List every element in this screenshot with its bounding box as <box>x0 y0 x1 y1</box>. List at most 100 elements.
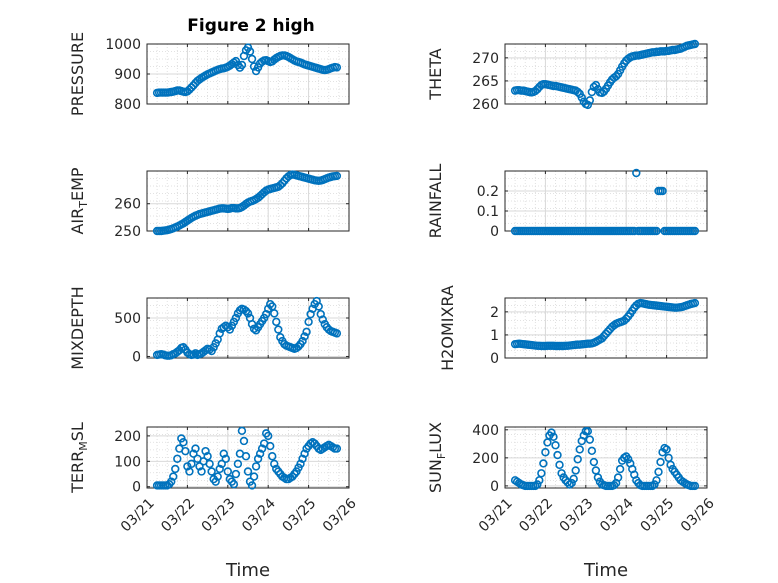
data-point <box>203 452 212 461</box>
data-point <box>257 444 267 453</box>
data-point <box>690 226 700 236</box>
data-point <box>223 467 233 476</box>
data-point <box>272 317 281 327</box>
data-point <box>615 464 625 474</box>
x-tick-label: 03/26 <box>678 495 718 535</box>
data-point <box>221 454 230 463</box>
data-point <box>332 329 342 338</box>
panel-sun_flux: 0 200 400 03/21 03/22 03/23 03/24 03/25 03/26 Tim… <box>426 422 718 581</box>
y-axis-label-subscript: T <box>77 201 90 209</box>
data-point <box>549 432 558 442</box>
data-point <box>690 39 700 49</box>
data-point <box>567 478 576 488</box>
data-point <box>241 306 251 316</box>
data-point <box>187 459 196 469</box>
data-point <box>270 309 279 318</box>
x-tick-label: 03/26 <box>320 495 360 535</box>
data-point <box>603 327 613 336</box>
data-point <box>243 467 253 476</box>
data-point <box>587 446 597 456</box>
y-axis-label-main: MIXDEPTH <box>68 286 87 369</box>
data-point <box>213 472 222 481</box>
data-point <box>197 467 206 476</box>
y-axis-label: SUNFLUX <box>426 422 448 493</box>
data-point <box>211 477 220 486</box>
y-tick-label: 800 <box>114 97 141 113</box>
data-point <box>251 462 261 471</box>
data-point <box>185 467 194 476</box>
y-axis-label-subscript: M <box>77 441 90 451</box>
y-tick-label: 200 <box>114 429 141 445</box>
x-tick-label: 03/22 <box>158 495 198 535</box>
data-point <box>270 459 279 469</box>
data-point <box>666 460 675 470</box>
y-tick-label: 0 <box>490 224 499 240</box>
data-point <box>314 302 323 311</box>
data-point <box>215 329 224 338</box>
data-point <box>266 299 275 309</box>
y-axis-label-main: PRESSURE <box>68 32 87 116</box>
panel-mixdepth: 0 500 MIXDEPTH <box>68 286 350 370</box>
data-point <box>181 446 190 456</box>
data-point <box>573 87 582 97</box>
axes-frame <box>146 426 350 489</box>
y-tick-label: 260 <box>472 97 499 113</box>
data-point <box>189 449 198 458</box>
y-axis-label-main: RAINFALL <box>426 164 445 239</box>
data-point <box>613 473 623 482</box>
data-point <box>237 426 247 436</box>
data-point <box>191 444 200 453</box>
data-point <box>173 454 182 463</box>
y-tick-label: 0.2 <box>477 184 499 200</box>
x-tick-label: 03/23 <box>199 495 239 535</box>
y-axis-label-main: SUN <box>426 459 445 493</box>
data-point <box>690 481 700 491</box>
y-axis-label: RAINFALL <box>426 164 445 239</box>
x-tick-label: 03/24 <box>239 495 279 535</box>
data-point <box>179 438 188 447</box>
y-axis-label: H2OMIXRA <box>438 285 457 371</box>
data-point <box>547 428 556 437</box>
data-point <box>207 467 216 476</box>
y-tick-label: 1000 <box>105 37 141 53</box>
y-tick-label: 500 <box>114 311 141 327</box>
y-axis-label: TERRMSL <box>68 422 90 494</box>
axes-frame <box>504 43 708 105</box>
y-tick-label: 200 <box>472 451 499 467</box>
y-tick-label: 2 <box>490 305 499 321</box>
y-tick-label: 0 <box>132 480 141 496</box>
data-point <box>609 480 619 490</box>
data-point <box>253 454 263 463</box>
data-point <box>179 343 188 352</box>
data-point <box>298 336 307 346</box>
data-point <box>266 441 275 451</box>
panel-h2omixra: 0 1 2 H2OMIXRA <box>438 285 708 371</box>
data-point <box>533 480 542 489</box>
data-point <box>229 479 239 489</box>
data-point <box>537 469 546 478</box>
x-tick-label: 03/22 <box>516 495 556 535</box>
x-axis-label: Time <box>225 560 270 581</box>
data-point <box>300 332 309 341</box>
data-point <box>332 63 342 72</box>
data-point <box>624 455 633 464</box>
x-tick-label: 03/21 <box>476 495 516 535</box>
data-point <box>583 100 593 110</box>
data-point <box>573 455 582 464</box>
x-tick-label: 03/23 <box>557 495 597 535</box>
data-point <box>217 459 226 469</box>
axes-frame <box>504 297 708 359</box>
data-point <box>585 435 595 444</box>
data-point <box>571 466 580 475</box>
data-point <box>332 171 342 181</box>
data-point <box>656 457 665 467</box>
data-point <box>601 329 611 338</box>
data-point <box>539 459 548 468</box>
y-axis-label-tail: LUX <box>426 422 445 453</box>
data-point <box>589 457 599 467</box>
data-point <box>233 459 243 469</box>
data-point <box>300 449 309 458</box>
data-point <box>553 450 562 460</box>
y-tick-label: 0 <box>132 349 141 365</box>
y-axis-label-tail: SL <box>68 422 87 441</box>
